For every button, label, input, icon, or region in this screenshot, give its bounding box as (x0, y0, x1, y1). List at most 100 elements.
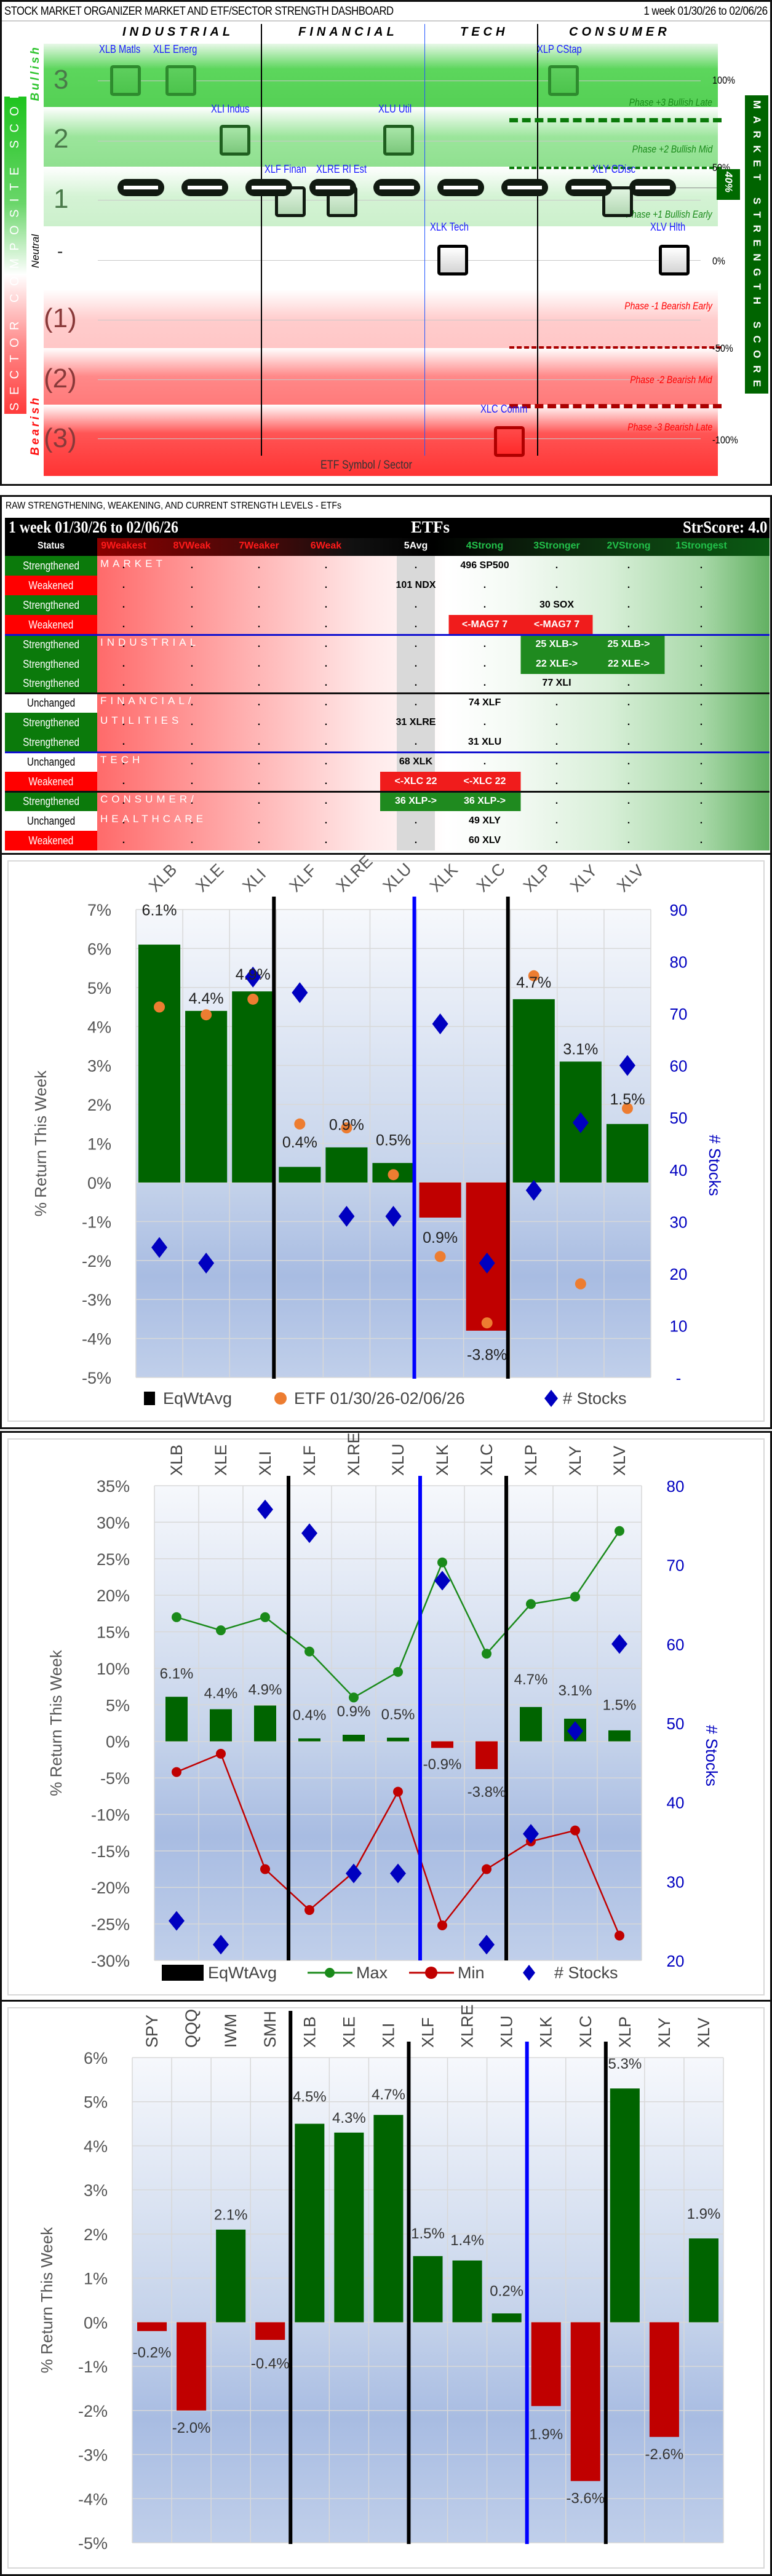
legend-swatch-etf (274, 1392, 287, 1405)
y-tick-label: -1% (78, 2358, 108, 2376)
empty-cell: . (122, 599, 125, 610)
etf-cell: 77 XLI (542, 678, 571, 689)
empty-cell: . (414, 619, 418, 630)
market-strength-pill (245, 179, 292, 196)
empty-cell: . (324, 697, 328, 708)
legend-label: # Stocks (554, 1964, 618, 1982)
table-row: Unchanged.... 68 XLK.... (5, 752, 770, 772)
empty-cell: . (483, 658, 487, 669)
status-text: Strengthened (23, 598, 79, 611)
bar-data-label: -3.6% (566, 2491, 605, 2507)
return-bar (177, 2322, 207, 2411)
etf-return-dot (294, 1118, 306, 1130)
empty-cell: . (627, 834, 631, 846)
group-separator (5, 751, 770, 753)
empty-cell: . (627, 775, 631, 787)
etf-marker[interactable] (220, 125, 250, 156)
etf-label: XLV Hlth (650, 221, 686, 233)
etf-marker[interactable] (383, 125, 414, 156)
etf-marker[interactable] (110, 65, 141, 96)
y-tick-label: 3% (87, 1057, 111, 1076)
y2-tick-label: 50 (670, 1109, 688, 1127)
column-header: 8VWeak (173, 541, 211, 551)
empty-cell: . (190, 815, 194, 826)
empty-cell: . (483, 756, 487, 767)
etf-marker[interactable] (659, 245, 690, 275)
bar-data-label: 4.7% (372, 2087, 405, 2103)
bar-data-label: 5.3% (608, 2056, 642, 2072)
column-header: 6Weak (310, 541, 342, 551)
return-bar (413, 2256, 443, 2323)
empty-cell: . (190, 756, 194, 767)
etf-marker[interactable] (165, 65, 196, 96)
status-text: Strengthened (23, 716, 79, 729)
empty-cell: . (699, 560, 703, 571)
bar-data-label: 4.3% (332, 2110, 366, 2126)
empty-cell: . (122, 737, 125, 748)
stock-count-diamond (525, 1179, 542, 1201)
eqwt-bar (419, 1182, 461, 1218)
empty-cell: . (699, 678, 703, 689)
etf-label: XLP CStap (537, 43, 582, 55)
etf-marker[interactable] (494, 426, 525, 457)
etf-return-dot (341, 1122, 352, 1134)
y-tick-label: -20% (91, 1879, 130, 1897)
etf-marker[interactable] (548, 65, 579, 96)
y-tick-label: -4% (78, 2490, 108, 2508)
sector-header-consumer: CONSUMER (569, 25, 671, 39)
etf-cell: 68 XLK (399, 756, 433, 767)
y-tick-label: -2% (82, 1252, 111, 1270)
y-tick-label: 5% (84, 2093, 108, 2112)
stock-count-diamond (619, 1055, 635, 1076)
table-caption: RAW STRENGTHENING, WEAKENING, AND CURREN… (6, 501, 342, 511)
min-point (216, 1748, 226, 1759)
status-text: Strengthened (23, 795, 79, 807)
sector-header-financial: FINANCIAL (298, 25, 398, 39)
empty-cell: . (257, 737, 261, 748)
max-point (172, 1612, 181, 1622)
empty-cell: . (627, 619, 631, 630)
column-header: 1Strongest (675, 541, 727, 551)
y2-tick-label: - (676, 1369, 682, 1387)
etf-marker[interactable] (437, 245, 468, 275)
etf-label: XLI Indus (211, 103, 250, 115)
y-tick-label: 1% (87, 1135, 111, 1154)
x-tick-label: XLB (167, 1445, 186, 1476)
bar-data-label: 3.1% (559, 1682, 592, 1699)
etf-return-chart: 6% 5% 4% 3% 2% 1% 0% -1% -2% -3% -4% -5% % Return Th… (7, 2004, 765, 2569)
right-axis-title: MARKET STRENGTH SCORE (751, 100, 763, 394)
return-bar (491, 2313, 522, 2323)
eqwt-bar (608, 1730, 631, 1742)
min-point (437, 1920, 447, 1930)
min-point (615, 1930, 624, 1941)
table-body: Strengthened..... 496 SP500... Weakened...… (5, 556, 770, 850)
bar-data-label: 1.4% (450, 2232, 484, 2249)
min-point (570, 1825, 580, 1836)
y-tick-label: 4% (84, 2137, 108, 2155)
column-header: 2VStrong (607, 541, 651, 551)
stock-count-diamond (338, 1205, 355, 1227)
legend-swatch-stocks (523, 1965, 535, 1981)
max-point (526, 1599, 536, 1609)
legend-label: Min (458, 1964, 485, 1982)
return-bar (334, 2132, 364, 2323)
y-tick-label: 30% (97, 1513, 130, 1532)
etf-cell: 22 XLE-> (592, 654, 665, 674)
y-tick-label: -5% (82, 1369, 111, 1387)
return-bar (137, 2322, 167, 2331)
table-row: Weakened.... 101 NDX.... (5, 575, 770, 595)
bar-data-label: 0.2% (490, 2283, 523, 2299)
min-point (482, 1864, 491, 1874)
y-tick-label: 0% (84, 2313, 108, 2332)
empty-cell: . (190, 737, 194, 748)
y2-tick-label: 30 (667, 1873, 685, 1891)
group-label: FINANCIAL/ (100, 695, 195, 707)
chart-panel-3: 6% 5% 4% 3% 2% 1% 0% -1% -2% -3% -4% -5% % Return Th… (0, 2000, 772, 2576)
bar-data-label: 6.1% (160, 1666, 194, 1682)
bar-data-label: 0.9% (329, 1116, 364, 1133)
bar-data-label: -3.8% (468, 1784, 506, 1801)
empty-cell: . (324, 717, 328, 728)
bar-data-label: 1.5% (610, 1091, 645, 1108)
eqwt-bar (232, 991, 274, 1183)
empty-cell: . (555, 697, 559, 708)
